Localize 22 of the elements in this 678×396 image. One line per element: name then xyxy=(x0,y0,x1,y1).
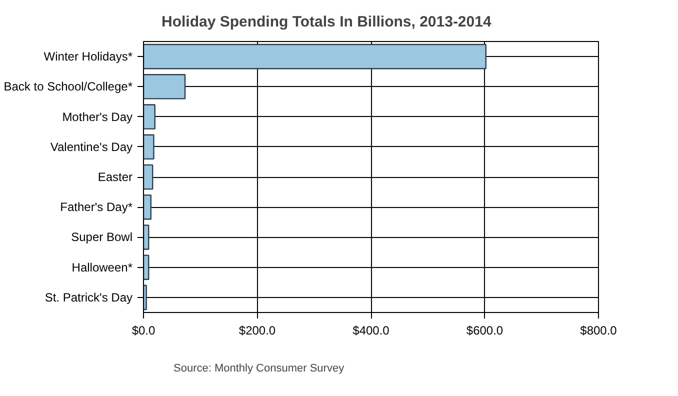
x-tick-label: $800.0 xyxy=(580,324,618,338)
bar xyxy=(144,134,154,160)
bar xyxy=(144,194,152,220)
y-tick-label: Father's Day* xyxy=(60,200,133,214)
y-tick-label: Back to School/College* xyxy=(4,80,133,94)
y-tick-label: Valentine's Day xyxy=(50,140,133,154)
chart-title: Holiday Spending Totals In Billions, 2013-2014 xyxy=(162,14,492,30)
y-tick-label: Mother's Day xyxy=(62,110,132,124)
x-tick-label: $0.0 xyxy=(132,324,156,338)
y-tick-label: Halloween* xyxy=(72,260,133,274)
y-tick-label: Super Bowl xyxy=(71,230,133,244)
x-tick-label: $400.0 xyxy=(352,324,390,338)
x-tick-label: $600.0 xyxy=(466,324,504,338)
bar xyxy=(144,74,186,100)
y-tick-label: Easter xyxy=(98,170,133,184)
y-tick-label: St. Patrick's Day xyxy=(44,290,133,304)
bar xyxy=(144,44,486,70)
bar xyxy=(144,164,154,190)
bar xyxy=(144,104,156,130)
y-tick-label: Winter Holidays* xyxy=(44,50,133,64)
x-tick-label: $200.0 xyxy=(238,324,276,338)
source-note: Source: Monthly Consumer Survey xyxy=(174,362,345,374)
